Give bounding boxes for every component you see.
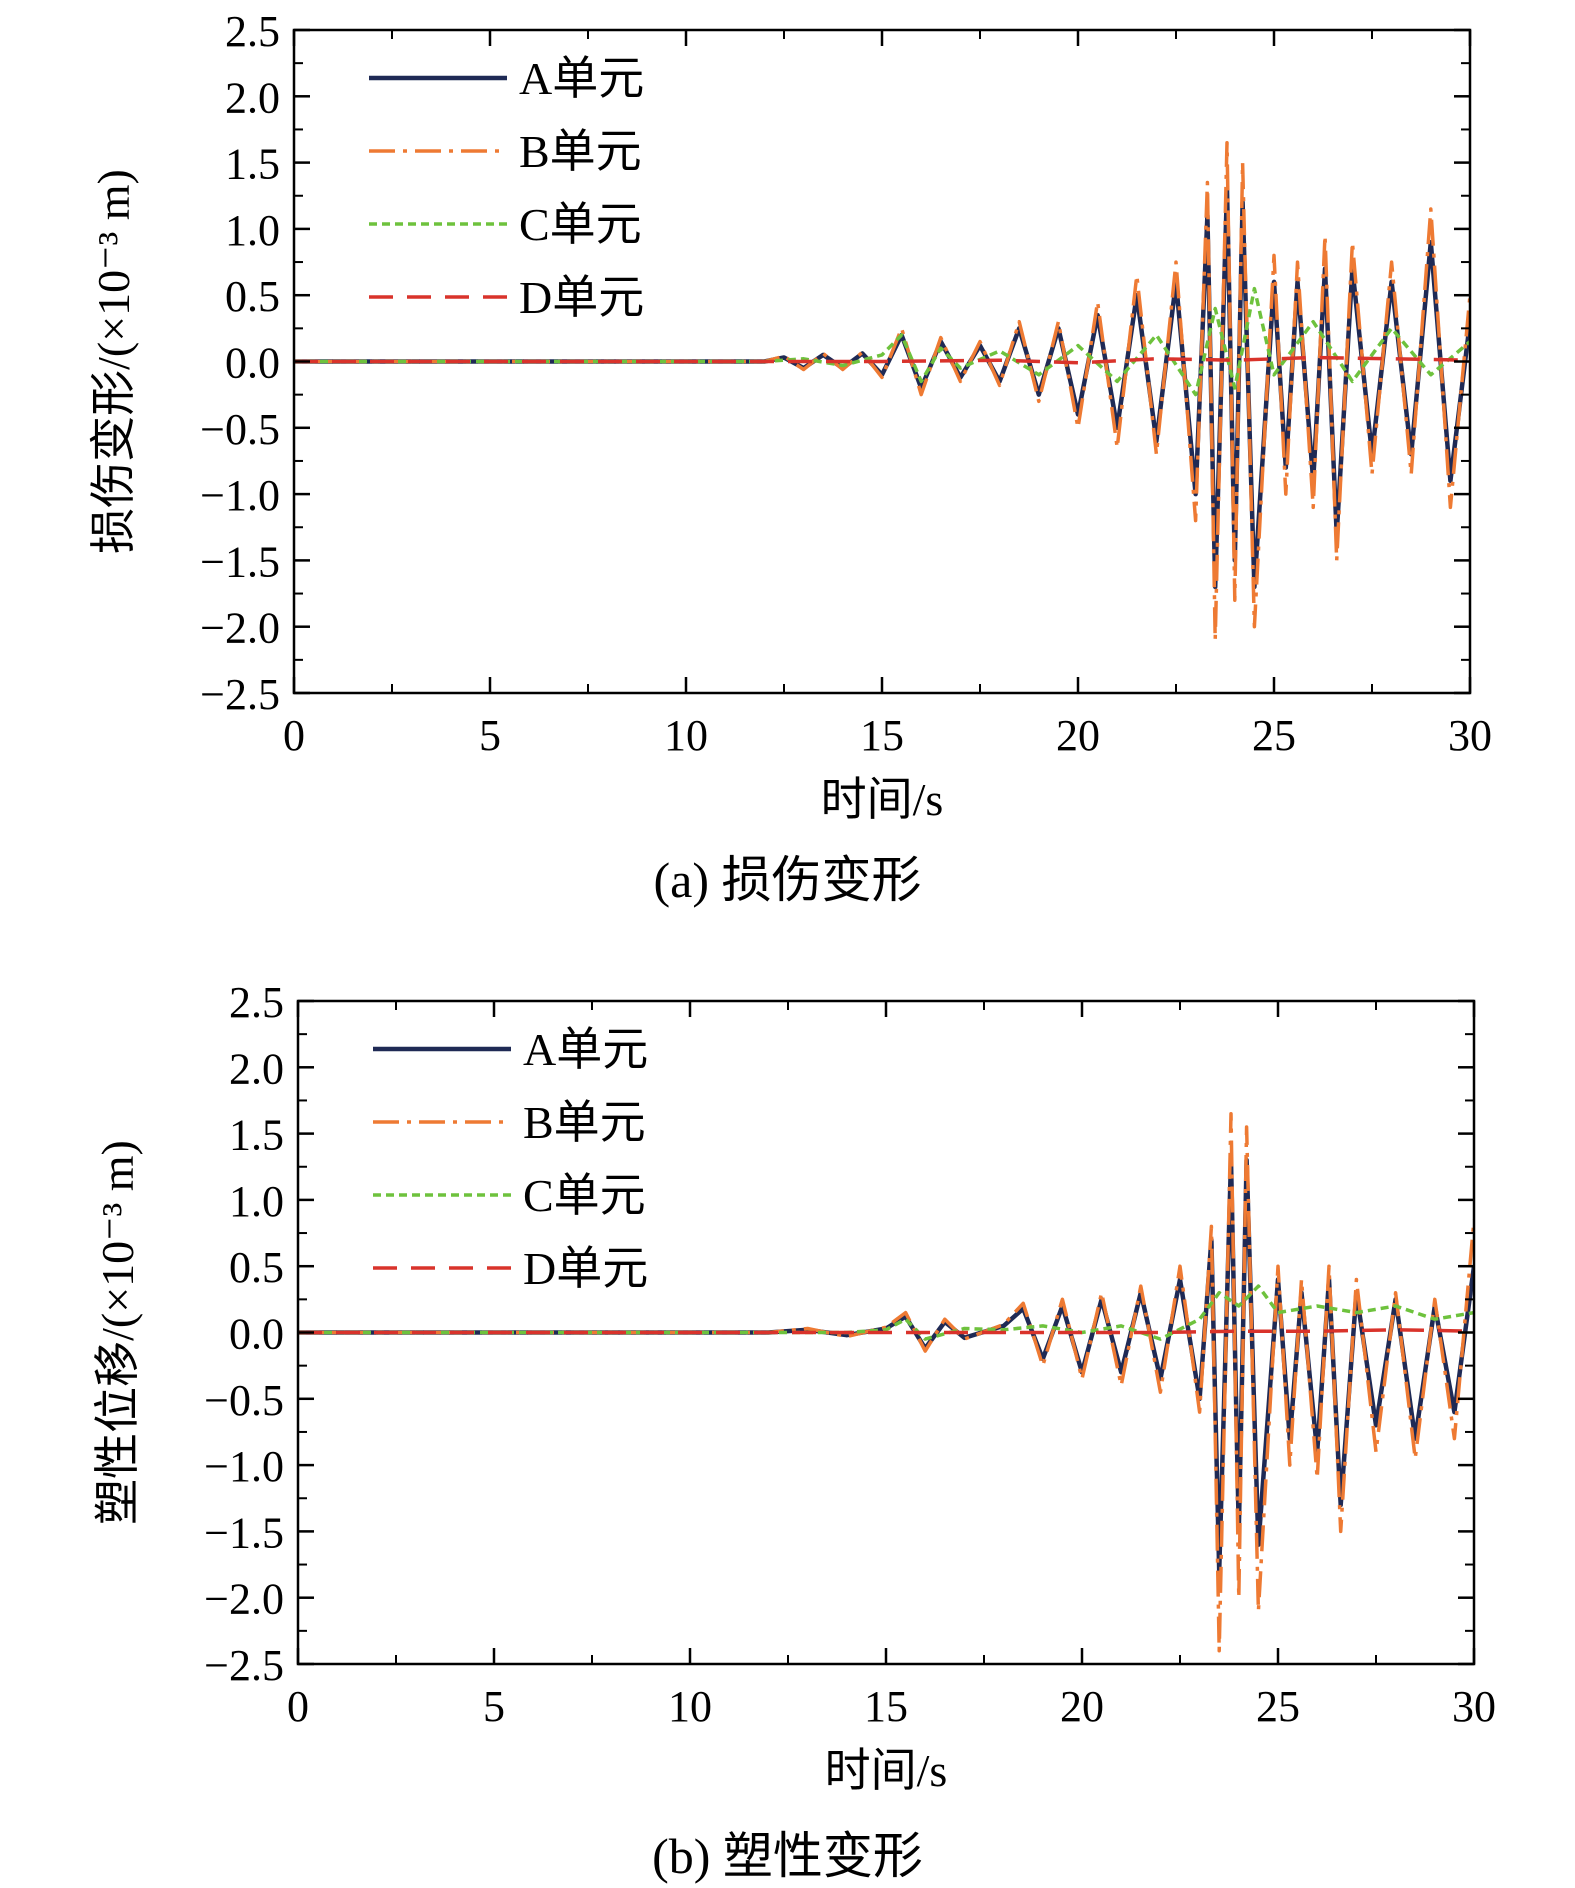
y-tick-label: 0.0 [225,339,280,388]
x-tick-label: 20 [1060,1682,1104,1731]
legend-label-C: C单元 [523,1170,646,1221]
legend-label-B: B单元 [519,126,642,177]
x-tick-label: 30 [1448,711,1492,760]
x-tick-label: 25 [1252,711,1296,760]
x-tick-label: 25 [1256,1682,1300,1731]
legend-label-A: A单元 [523,1024,648,1075]
legend-label-B: B单元 [523,1097,646,1148]
y-tick-label: 2.0 [229,1044,284,1093]
x-tick-label: 5 [479,711,501,760]
series-line-C [298,1284,1474,1341]
y-tick-label: −1.0 [200,471,280,520]
x-axis-label: 时间/s [821,774,944,825]
y-tick-label: 1.5 [225,140,280,189]
series-line-B [298,1111,1474,1653]
y-tick-label: −2.5 [200,670,280,719]
plot-area [294,140,1470,642]
y-axis-label: 损伤变形/(×10⁻³ m) [88,169,139,554]
caption-b: (b) 塑性变形 [652,1828,923,1884]
y-tick-label: −1.0 [204,1442,284,1491]
y-tick-label: 0.0 [229,1310,284,1359]
x-tick-label: 10 [664,711,708,760]
x-tick-label: 0 [287,1682,309,1731]
y-tick-label: −0.5 [200,405,280,454]
series-line-A [298,1157,1474,1574]
y-tick-label: 1.0 [225,206,280,255]
legend-label-D: D单元 [523,1243,648,1294]
x-tick-label: 5 [483,1682,505,1731]
x-tick-label: 20 [1056,711,1100,760]
plot-area [298,1111,1474,1653]
y-tick-label: 1.0 [229,1177,284,1226]
legend-label-A: A单元 [519,53,644,104]
y-tick-label: −0.5 [204,1376,284,1425]
y-axis-label: 塑性位移/(×10⁻³ m) [92,1140,143,1525]
x-tick-label: 15 [864,1682,908,1731]
legend-label-D: D单元 [519,272,644,323]
x-tick-label: 30 [1452,1682,1496,1731]
y-tick-label: −2.0 [204,1575,284,1624]
chart-a-damage-deformation: −2.5 −2.0 −1.5 −1.0 −0.5 0.0 0.5 1.0 1.5 2.0 2.5 0 5… [88,7,1492,825]
series-line-A [294,186,1470,590]
y-tick-label: −2.5 [204,1641,284,1690]
y-tick-label: −1.5 [204,1508,284,1557]
y-tick-label: −2.0 [200,604,280,653]
x-axis-label: 时间/s [825,1745,948,1796]
x-tick-label: 0 [283,711,305,760]
y-tick-label: 2.0 [225,73,280,122]
caption-a: (a) 损伤变形 [653,852,922,908]
y-tick-label: 1.5 [229,1111,284,1160]
y-tick-label: 2.5 [225,7,280,56]
x-tick-label: 15 [860,711,904,760]
x-tick-label: 10 [668,1682,712,1731]
y-tick-label: 2.5 [229,978,284,1027]
y-tick-label: −1.5 [200,537,280,586]
y-tick-label: 0.5 [229,1243,284,1292]
chart-b-plastic-deformation: −2.5 −2.0 −1.5 −1.0 −0.5 0.0 0.5 1.0 1.5 2.0 2.5 0 5… [92,978,1496,1796]
y-tick-label: 0.5 [225,272,280,321]
legend-label-C: C单元 [519,199,642,250]
series-line-B [294,140,1470,642]
